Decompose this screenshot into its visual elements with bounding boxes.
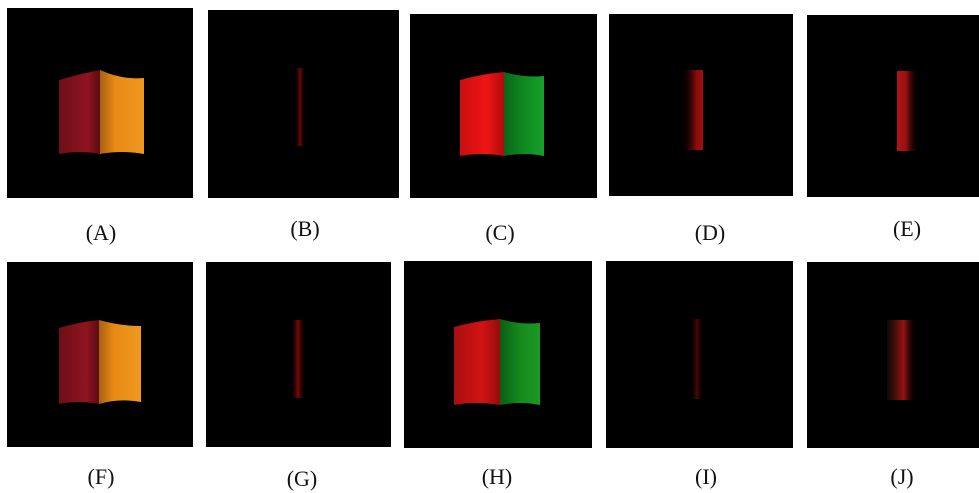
panel-j-render	[887, 320, 917, 400]
rendered-image-panel-h	[404, 261, 592, 448]
left-page-shape	[460, 72, 504, 156]
right-page-shape	[504, 72, 544, 156]
rendered-image-panel-e	[807, 15, 979, 197]
panel-label-i: (I)	[695, 464, 717, 489]
panel-a-render	[59, 70, 144, 154]
rendered-image-panel-i	[606, 261, 793, 448]
dim-strip-shape	[690, 319, 704, 399]
panel-label-e: (E)	[892, 216, 922, 241]
rendered-image-panel-b	[208, 10, 399, 198]
rendered-image-panel-c	[410, 14, 597, 198]
panel-label-d: (D)	[694, 220, 726, 245]
panel-e-render	[897, 71, 919, 151]
dim-strip-shape	[897, 71, 919, 151]
dim-strip-shape	[290, 320, 306, 398]
panel-d-render	[681, 70, 703, 150]
left-page-shape	[59, 320, 99, 404]
panel-label-c: (C)	[485, 220, 515, 245]
panel-label-f: (F)	[87, 464, 115, 489]
panel-label-b: (B)	[290, 216, 320, 241]
dim-strip-shape	[887, 320, 917, 400]
dim-strip-shape	[294, 68, 306, 146]
panel-c-render	[460, 72, 544, 156]
right-page-shape	[100, 70, 144, 154]
panel-label-j: (J)	[890, 464, 914, 489]
panel-i-render	[690, 319, 704, 399]
panel-label-h: (H)	[481, 464, 513, 489]
panel-f-render	[59, 320, 141, 404]
panel-g-render	[290, 320, 306, 398]
panel-h-render	[454, 319, 540, 405]
rendered-image-panel-j	[807, 262, 979, 448]
panel-label-a: (A)	[85, 220, 117, 245]
rendered-image-panel-d	[609, 14, 793, 196]
rendered-image-panel-f	[7, 262, 193, 447]
dim-strip-shape	[681, 70, 703, 150]
panel-label-g: (G)	[286, 466, 318, 491]
rendered-image-panel-g	[206, 262, 391, 447]
rendered-image-panel-a	[7, 8, 193, 198]
panel-b-render	[294, 68, 306, 146]
right-page-shape	[500, 319, 540, 405]
left-page-shape	[59, 70, 100, 154]
right-page-shape	[99, 320, 141, 404]
left-page-shape	[454, 319, 500, 405]
